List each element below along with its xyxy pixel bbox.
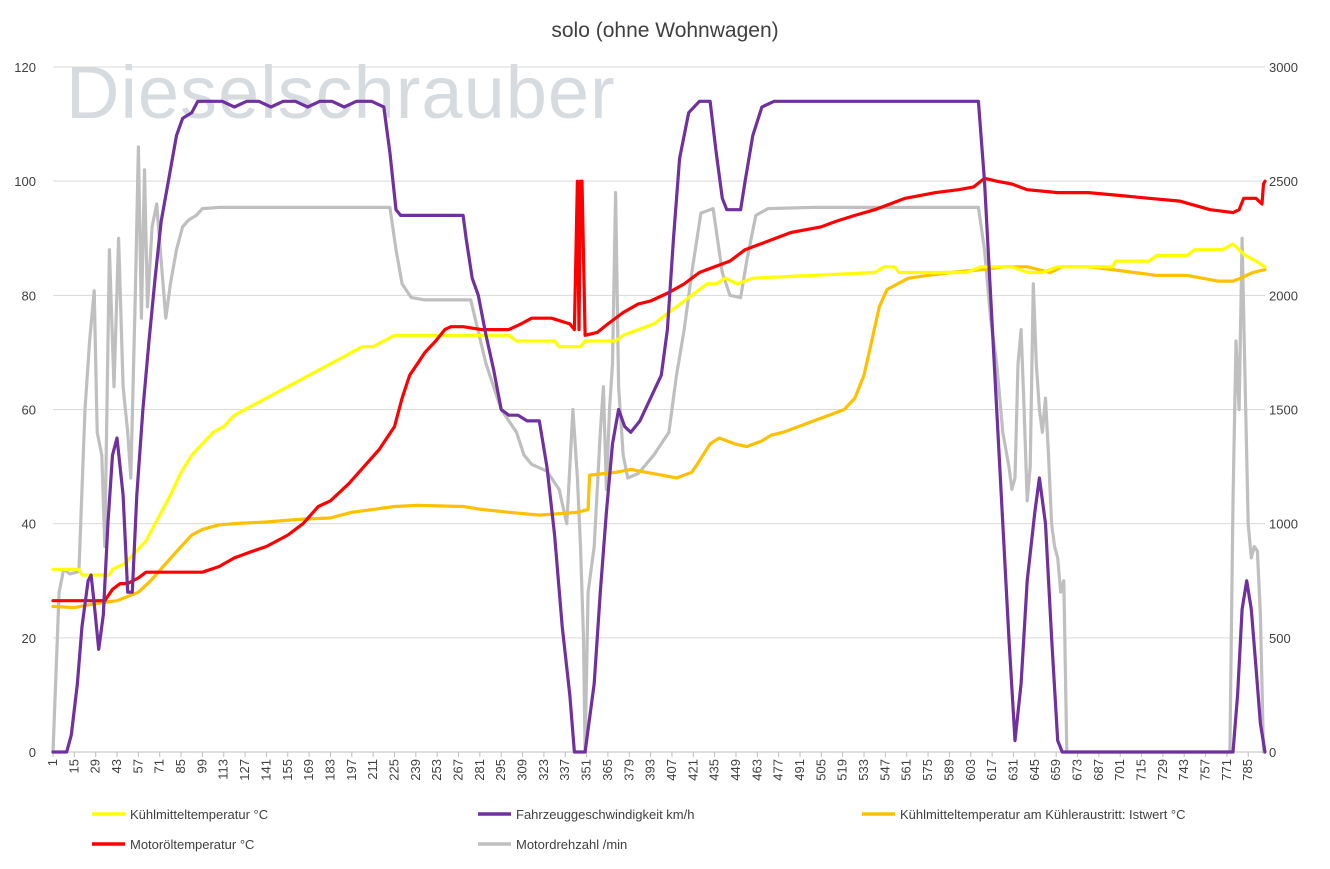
x-tick-label: 281: [472, 759, 487, 781]
y-right-tick-label: 500: [1269, 631, 1291, 646]
x-tick-label: 99: [194, 759, 209, 773]
series-line-1: [51, 242, 1267, 577]
x-tick-label: 239: [408, 759, 423, 781]
y-axis-left: 0 20 40 60 80 100 120: [14, 60, 36, 760]
y-left-tick-label: 0: [29, 745, 36, 760]
series-line-5: [51, 145, 1266, 754]
x-tick-label: 687: [1091, 759, 1106, 781]
x-tick-label: 15: [66, 759, 81, 773]
x-tick-label: 57: [130, 759, 145, 773]
series-line-2: [51, 99, 1267, 754]
x-tick-label: 407: [664, 759, 679, 781]
x-axis: 1 15 29 43 57 71 85 99 113 127 141 155 169 183 197 211 2…: [45, 751, 1265, 781]
x-tick-label: 547: [877, 759, 892, 781]
x-tick-label: 267: [451, 759, 466, 781]
x-tick-label: 337: [557, 759, 572, 781]
x-tick-label: 589: [941, 759, 956, 781]
x-tick-label: 1: [45, 759, 60, 766]
y-left-tick-label: 100: [14, 174, 36, 189]
y-left-tick-label: 80: [22, 288, 36, 303]
x-tick-label: 169: [301, 759, 316, 781]
x-tick-label: 757: [1198, 759, 1213, 781]
x-tick-label: 309: [515, 759, 530, 781]
x-tick-label: 71: [152, 759, 167, 773]
series-lines: [51, 99, 1267, 754]
x-tick-label: 197: [344, 759, 359, 781]
x-tick-label: 449: [728, 759, 743, 781]
legend: Kühlmitteltemperatur °C Fahrzeuggeschwind…: [92, 807, 1186, 852]
y-axis-right: 0 500 1000 1500 2000 2500 3000: [1269, 60, 1298, 760]
legend-label: Kühlmitteltemperatur am Kühleraustritt: …: [900, 807, 1186, 822]
series-line-4: [51, 176, 1267, 603]
x-tick-label: 505: [813, 759, 828, 781]
x-tick-label: 673: [1069, 759, 1084, 781]
x-tick-label: 603: [963, 759, 978, 781]
x-tick-label: 631: [1005, 759, 1020, 781]
x-tick-label: 379: [621, 759, 636, 781]
x-tick-label: 645: [1027, 759, 1042, 781]
x-tick-label: 575: [920, 759, 935, 781]
x-tick-label: 351: [579, 759, 594, 781]
x-tick-label: 29: [88, 759, 103, 773]
x-tick-label: 561: [899, 759, 914, 781]
x-tick-label: 393: [643, 759, 658, 781]
x-tick-label: 617: [984, 759, 999, 781]
y-left-tick-label: 60: [22, 403, 36, 418]
x-tick-label: 141: [258, 759, 273, 781]
x-tick-label: 771: [1219, 759, 1234, 781]
x-tick-label: 85: [173, 759, 188, 773]
x-tick-label: 729: [1155, 759, 1170, 781]
y-left-tick-label: 120: [14, 60, 36, 75]
x-tick-label: 533: [856, 759, 871, 781]
x-tick-label: 701: [1112, 759, 1127, 781]
x-tick-label: 225: [386, 759, 401, 781]
series-line-3: [51, 265, 1267, 610]
x-tick-label: 463: [749, 759, 764, 781]
x-tick-label: 155: [280, 759, 295, 781]
y-right-tick-label: 3000: [1269, 60, 1298, 75]
chart-title: solo (ohne Wohnwagen): [551, 19, 778, 42]
watermark: Dieselschrauber: [66, 51, 616, 134]
x-tick-label: 659: [1048, 759, 1063, 781]
x-tick-label: 127: [237, 759, 252, 781]
x-tick-label: 323: [536, 759, 551, 781]
x-tick-label: 715: [1134, 759, 1149, 781]
y-right-tick-label: 0: [1269, 745, 1276, 760]
x-tick-label: 43: [109, 759, 124, 773]
y-left-tick-label: 20: [22, 631, 36, 646]
x-tick-label: 421: [685, 759, 700, 781]
y-right-tick-label: 1000: [1269, 517, 1298, 532]
x-tick-label: 183: [322, 759, 337, 781]
legend-label: Motordrehzahl /min: [516, 837, 627, 852]
y-right-tick-label: 2000: [1269, 288, 1298, 303]
x-tick-label: 743: [1176, 759, 1191, 781]
x-tick-label: 211: [365, 759, 380, 780]
y-right-tick-label: 1500: [1269, 403, 1298, 418]
x-tick-label: 785: [1240, 759, 1255, 781]
x-tick-label: 253: [429, 759, 444, 781]
legend-label: Kühlmitteltemperatur °C: [130, 807, 268, 822]
x-tick-label: 477: [771, 759, 786, 781]
legend-label: Fahrzeuggeschwindigkeit km/h: [516, 807, 694, 822]
y-left-tick-label: 40: [22, 517, 36, 532]
x-tick-label: 491: [792, 759, 807, 781]
x-tick-label: 519: [835, 759, 850, 781]
y-right-tick-label: 2500: [1269, 174, 1298, 189]
x-tick-label: 365: [600, 759, 615, 781]
legend-label: Motoröltemperatur °C: [130, 837, 254, 852]
x-tick-label: 295: [493, 759, 508, 781]
x-tick-label: 435: [707, 759, 722, 781]
x-tick-label: 113: [216, 759, 231, 780]
